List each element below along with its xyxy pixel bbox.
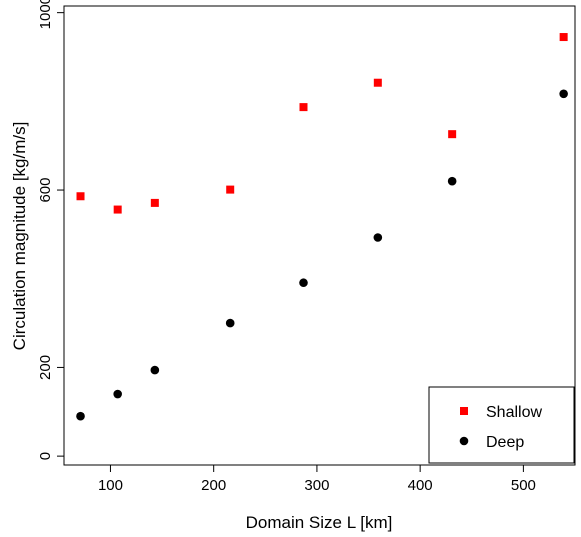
point-deep [559, 89, 568, 99]
point-deep [76, 411, 85, 421]
plot-frame [63, 5, 576, 466]
x-axis-label: Domain Size L [km] [246, 513, 393, 532]
x-tick-label: 300 [304, 477, 329, 494]
y-axis-label: Circulation magnitude [kg/m/s] [10, 122, 29, 351]
data-points [76, 33, 568, 421]
point-shallow [76, 192, 85, 201]
y-tick-label: 600 [37, 178, 54, 203]
point-shallow [226, 185, 235, 194]
x-tick-label: 400 [408, 477, 433, 494]
point-deep [373, 233, 383, 242]
x-tick-label: 500 [511, 477, 536, 494]
legend-marker-shallow [460, 407, 468, 415]
point-deep [113, 389, 122, 399]
y-tick-label: 1000 [37, 0, 54, 29]
point-deep [225, 318, 235, 328]
x-axis: 100 200 300 400 500 [98, 465, 536, 494]
point-shallow [448, 130, 457, 139]
point-shallow [299, 103, 308, 112]
point-deep [447, 176, 457, 186]
point-shallow [150, 198, 159, 207]
legend: Shallow Deep [428, 386, 575, 464]
legend-box [428, 386, 575, 464]
legend-label-deep: Deep [486, 434, 524, 451]
y-axis: 0 200 600 1000 [37, 0, 64, 460]
y-tick-label: 0 [37, 452, 54, 460]
point-shallow [113, 205, 122, 214]
x-tick-label: 200 [201, 477, 226, 494]
point-deep [299, 278, 308, 288]
legend-marker-deep [459, 436, 469, 446]
y-tick-label: 200 [37, 355, 54, 380]
legend-label-shallow: Shallow [486, 404, 542, 421]
x-tick-label: 100 [98, 477, 123, 494]
point-shallow [559, 33, 568, 42]
point-shallow [373, 78, 382, 87]
point-deep [150, 365, 160, 375]
